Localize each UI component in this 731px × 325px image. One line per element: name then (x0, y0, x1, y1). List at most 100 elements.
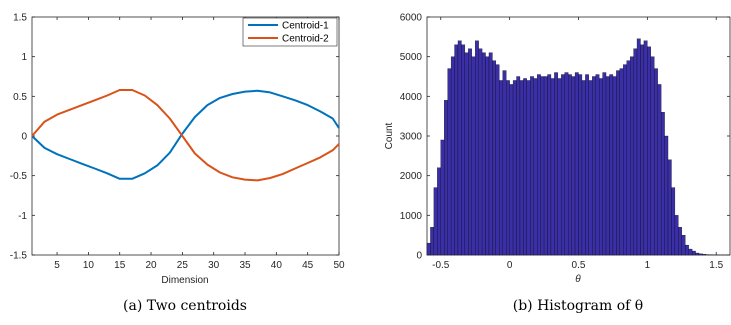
histogram-bar (541, 77, 544, 256)
histogram-bar (551, 78, 554, 255)
y-tick-label-a: -1 (18, 211, 27, 222)
histogram-bar (668, 160, 671, 255)
x-tick-label-a: 25 (177, 260, 189, 271)
x-tick-label-a: 30 (208, 260, 220, 271)
histogram-bar (444, 100, 447, 255)
histogram-bar (475, 41, 478, 255)
histogram-bar (561, 75, 564, 255)
y-axis-label-b: Count (384, 122, 395, 149)
histogram-bar (503, 71, 506, 255)
histogram-bar (427, 243, 430, 255)
histogram-bar (430, 227, 433, 255)
x-tick-label-a: 50 (333, 260, 345, 271)
histogram-bar (537, 75, 540, 255)
legend-a: Centroid-1 Centroid-2 (243, 18, 337, 46)
histogram-bar (596, 75, 599, 255)
histogram-bar (702, 254, 705, 255)
x-axis-label-b: θ (575, 274, 581, 285)
histogram-bar (520, 80, 523, 255)
histogram-bar (599, 78, 602, 255)
y-tick-label-b: 2000 (400, 171, 423, 182)
x-tick-label-b: 1 (645, 260, 651, 271)
histogram-bar (448, 69, 451, 255)
legend-label-centroid-2: Centroid-2 (282, 34, 329, 45)
histogram-bar (630, 57, 633, 255)
x-tick-label-a: 15 (114, 260, 126, 271)
histogram-bar (592, 77, 595, 256)
histogram-bar (609, 75, 612, 255)
x-tick-label-a: 10 (83, 260, 95, 271)
y-tick-label-b: 4000 (400, 92, 423, 103)
histogram-bar (575, 73, 578, 255)
histogram-bar (465, 53, 468, 255)
histogram-bar (620, 69, 623, 255)
histogram-bar (468, 49, 471, 255)
histogram-bar (654, 69, 657, 255)
histogram-bar (517, 77, 520, 256)
histogram-bar (451, 57, 454, 255)
histogram-bar (506, 80, 509, 255)
y-tick-label-b: 0 (416, 251, 422, 262)
histogram-bar (554, 73, 557, 255)
histogram-bar (685, 245, 688, 255)
histogram-bar (613, 77, 616, 256)
histogram-bar (603, 73, 606, 255)
y-tick-label-b: 5000 (400, 52, 423, 63)
y-tick-label-a: 0 (21, 132, 27, 143)
histogram-bar (472, 57, 475, 255)
histogram-bar (513, 80, 516, 255)
histogram-bar (637, 39, 640, 255)
histogram-bar (665, 136, 668, 255)
y-tick-label-b: 1000 (400, 211, 423, 222)
caption-b: (b) Histogram of θ (513, 298, 643, 314)
histogram-bar (651, 57, 654, 255)
histogram-bar (699, 254, 702, 255)
histogram-bar (461, 45, 464, 255)
x-tick-label-b: 0 (507, 260, 513, 271)
histogram-bar (523, 78, 526, 255)
histogram-bar (492, 61, 495, 255)
caption-a: (a) Two centroids (123, 298, 247, 314)
histogram-bar (558, 78, 561, 255)
y-tick-label-b: 6000 (400, 13, 423, 24)
plot-area-a (32, 17, 339, 255)
histogram-bar (499, 80, 502, 255)
histogram-bar (585, 75, 588, 255)
histogram-bar (544, 77, 547, 256)
x-tick-label-a: 40 (271, 260, 283, 271)
histogram-bar (627, 61, 630, 255)
histogram-bar (572, 77, 575, 256)
histogram-bar (441, 140, 444, 255)
y-tick-label-a: -0.5 (10, 171, 28, 182)
histogram-bar (534, 78, 537, 255)
x-tick-label-b: -0.5 (432, 260, 450, 271)
y-tick-label-a: -1.5 (10, 251, 28, 262)
histogram-bar (482, 53, 485, 255)
histogram-bar (437, 168, 440, 255)
y-tick-label-a: 1.5 (13, 13, 27, 24)
histogram-bar (486, 57, 489, 255)
x-tick-label-a: 35 (239, 260, 251, 271)
histogram-bar (623, 65, 626, 255)
x-tick-label-b: 1.5 (709, 260, 723, 271)
histogram-bar (606, 77, 609, 256)
histogram-bar (565, 73, 568, 255)
histogram-bar (640, 45, 643, 255)
histogram-bar (634, 49, 637, 255)
histogram-bar (455, 45, 458, 255)
histogram-bar (678, 227, 681, 255)
histogram-bar (616, 71, 619, 255)
y-tick-label-a: 0.5 (13, 92, 27, 103)
histogram-bar (589, 80, 592, 255)
histogram-bar (644, 41, 647, 255)
histogram-bar (434, 188, 437, 255)
histogram-bar (582, 80, 585, 255)
histogram-bar (579, 75, 582, 255)
x-tick-label-b: 0.5 (572, 260, 586, 271)
histogram-bar (530, 77, 533, 256)
histogram-bar (682, 235, 685, 255)
x-tick-label-a: 5 (54, 260, 60, 271)
